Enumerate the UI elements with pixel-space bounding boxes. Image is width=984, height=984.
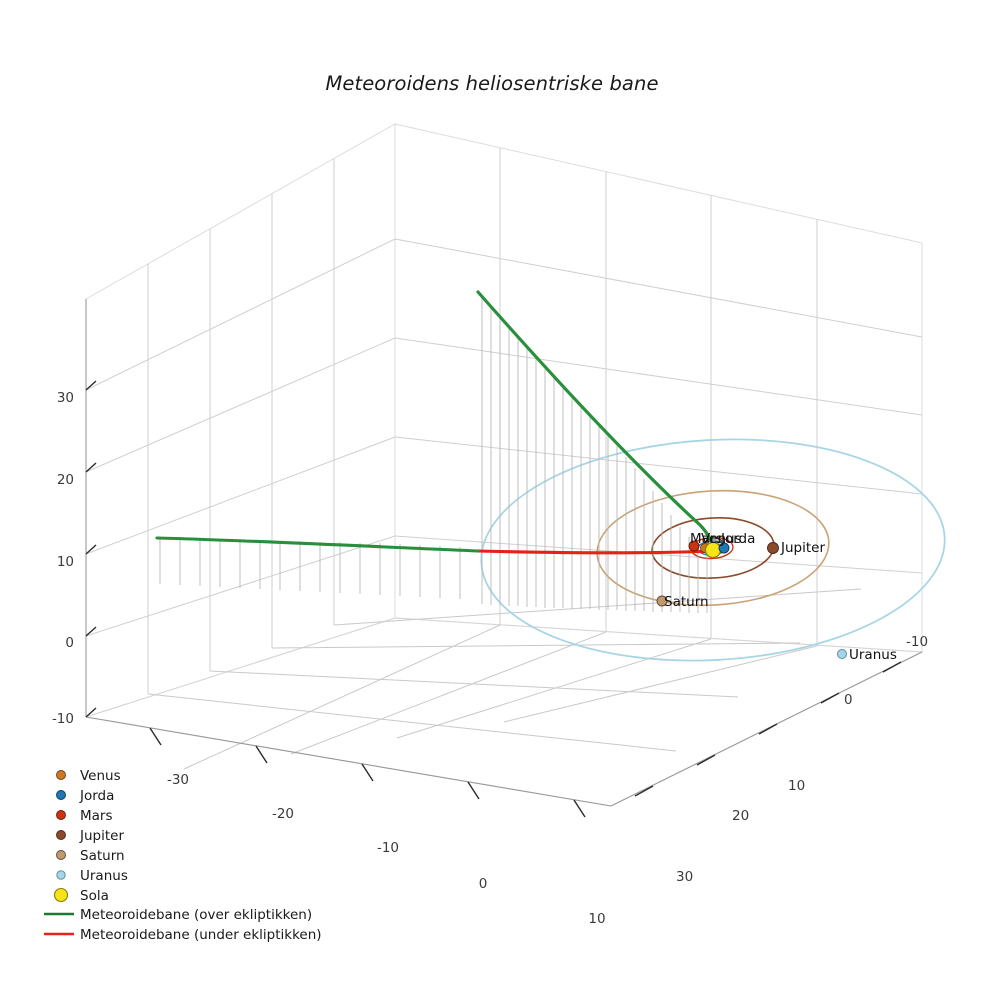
body-annotation-labels: Mars Venus Jorda Jupiter Saturn Uranus [664,531,897,663]
legend-item-uranus[interactable]: Uranus [56,868,128,884]
z-tick-label: 30 [57,390,74,406]
trajectory-stem-lines [159,296,708,613]
orbit-uranus [480,438,946,662]
legend-label: Jorda [79,788,114,804]
marker-mars [688,540,700,552]
jorda-marker-icon [56,790,66,800]
label-uranus: Uranus [849,647,897,663]
legend-item-mars[interactable]: Mars [56,808,113,824]
sola-marker-icon [53,887,69,903]
label-venus: Venus [701,531,742,547]
legend-item-venus[interactable]: Venus [56,768,121,784]
z-tick-label: 20 [57,472,74,488]
marker-jorda [718,542,730,554]
y-axis-ticks [634,661,902,797]
y-tick-label: 10 [788,778,805,794]
y-tick-label: 30 [676,869,693,885]
x-axis-spine [85,716,612,807]
marker-uranus [837,649,847,659]
y-tick-label: -10 [906,634,928,650]
legend-item-track-over[interactable]: Meteoroidebane (over ekliptikken) [44,907,312,923]
jupiter-marker-icon [56,830,66,840]
z-tick-label: -10 [52,711,74,727]
legend-label: Mars [80,808,113,824]
orbit-saturn [596,489,830,607]
axes-pane-back-left [85,123,396,718]
y-tick-label: 20 [732,808,749,824]
legend-item-saturn[interactable]: Saturn [56,848,125,864]
marker-saturn [656,595,668,607]
x-tick-label: 10 [588,911,605,927]
legend-item-jorda[interactable]: Jorda [56,788,115,804]
meteoroid-track-over-ecliptic [155,290,716,553]
label-mars: Mars [690,531,723,547]
mars-marker-icon [56,810,66,820]
y-axis-tick-labels: -10 0 10 20 30 [676,634,928,885]
legend-label: Jupiter [79,828,124,844]
x-axis-tick-labels: -30 -20 -10 0 10 [167,772,606,927]
legend-label: Venus [80,768,121,784]
page-title: Meteoroidens heliosentriske bane [325,72,659,95]
x-tick-label: -10 [377,840,399,856]
uranus-marker-icon [56,870,66,880]
x-axis-ticks [149,727,586,818]
label-jorda: Jorda [720,531,755,547]
venus-marker-icon [56,770,66,780]
z-tick-label: 10 [57,554,74,570]
marker-jupiter [767,542,779,554]
axes-pane-floor [85,588,924,807]
label-saturn: Saturn [664,594,709,610]
saturn-marker-icon [56,850,66,860]
x-tick-label: -30 [167,772,189,788]
z-tick-label: 0 [65,635,74,651]
legend: Venus Jorda Mars Jupiter Saturn Uranus [44,768,322,943]
legend-item-track-under[interactable]: Meteoroidebane (under ekliptikken) [44,927,322,943]
label-jupiter: Jupiter [780,540,825,556]
legend-item-sola[interactable]: Sola [53,887,109,904]
legend-label: Meteoroidebane (under ekliptikken) [80,927,322,943]
meteoroid-track-under-ecliptic [476,549,717,555]
z-axis-tick-labels: 30 20 10 0 -10 [52,390,74,727]
y-axis-spine [610,651,923,807]
z-axis-ticks [85,380,97,718]
legend-label: Meteoroidebane (over ekliptikken) [80,907,312,923]
axis-spines [85,299,923,807]
legend-label: Uranus [80,868,128,884]
y-tick-label: 0 [844,692,853,708]
axes-pane-back-right [394,123,923,653]
legend-label: Saturn [80,848,125,864]
planet-markers [656,540,847,659]
legend-item-jupiter[interactable]: Jupiter [56,828,125,844]
x-tick-label: -20 [272,806,294,822]
legend-label: Sola [80,888,109,904]
x-tick-label: 0 [479,876,488,892]
